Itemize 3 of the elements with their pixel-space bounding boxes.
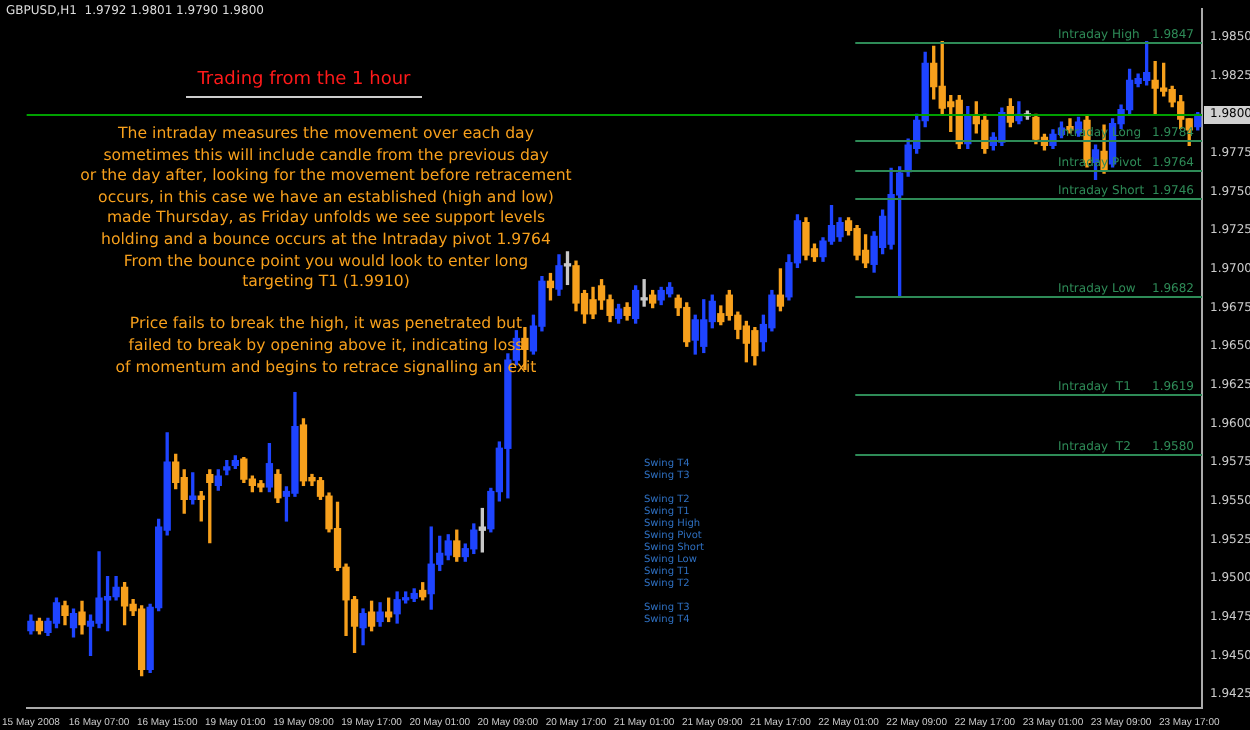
annotation: Trading from the 1 hour [186, 70, 422, 98]
candlestick [640, 279, 648, 307]
candlestick [1151, 61, 1159, 115]
